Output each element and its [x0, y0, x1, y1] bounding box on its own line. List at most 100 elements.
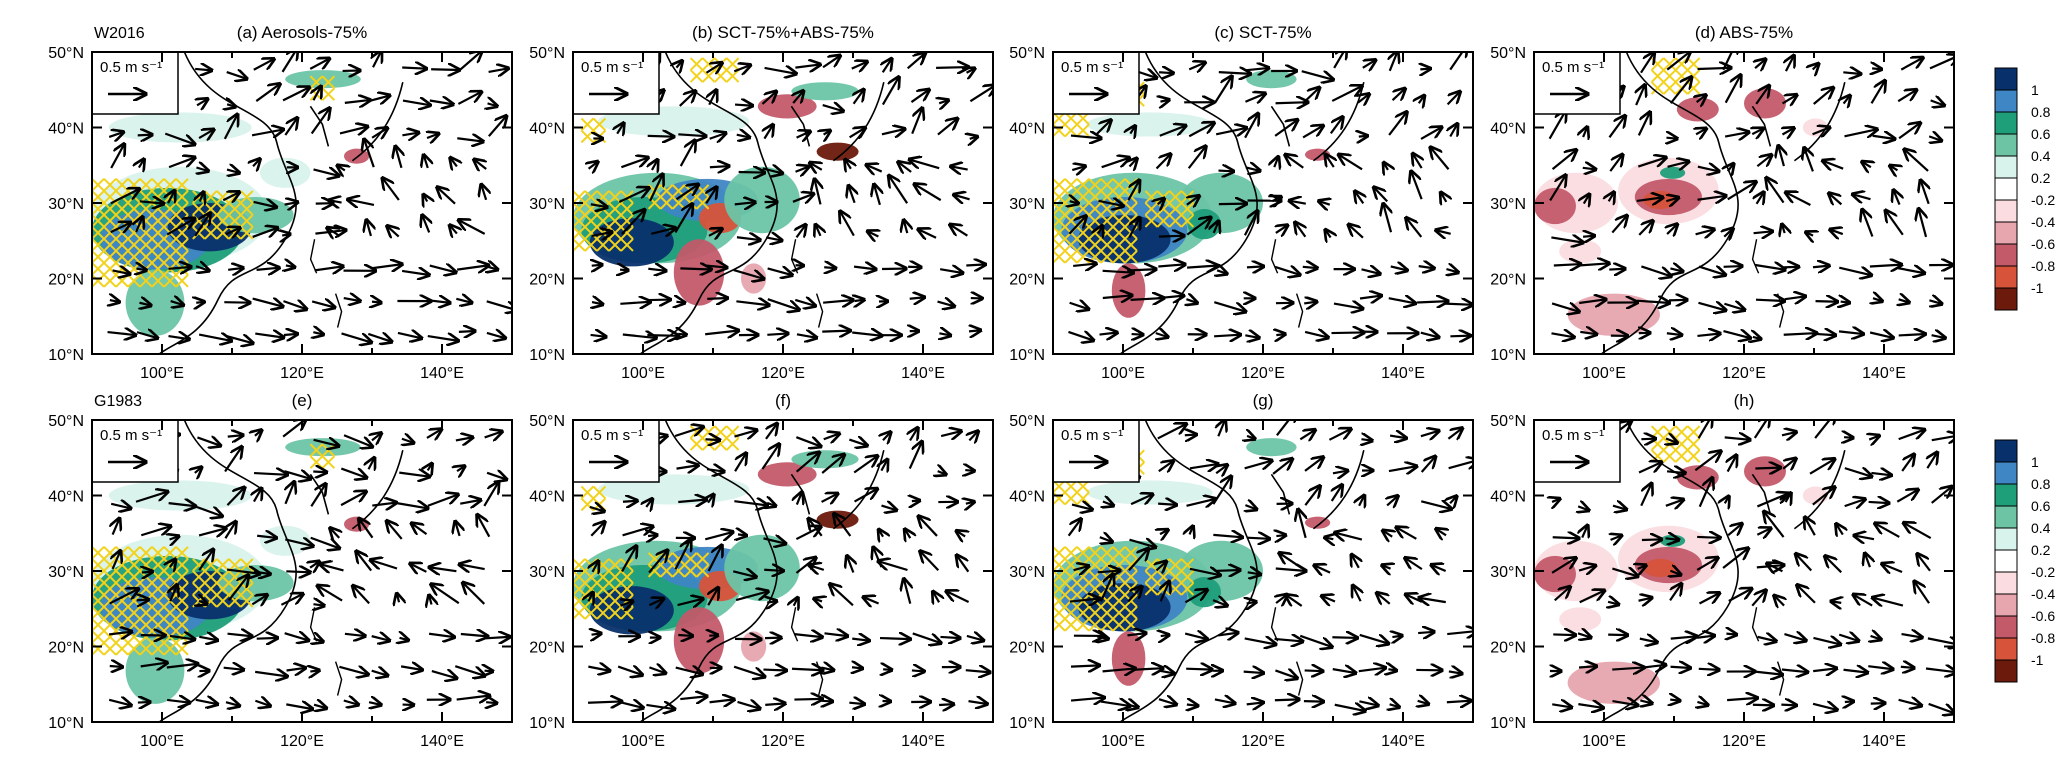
significance-hatch [175, 178, 189, 192]
wind-vector [1325, 230, 1330, 238]
significance-hatch [163, 202, 177, 216]
wind-vector [457, 92, 481, 105]
map-field [1534, 420, 1954, 722]
significance-hatch [309, 443, 324, 457]
wind-vector [286, 704, 312, 709]
wind-vector [1843, 72, 1861, 74]
significance-hatch [103, 226, 117, 240]
wind-vector [109, 666, 123, 667]
significance-hatch [240, 202, 254, 216]
contour-blob [1660, 166, 1686, 179]
significance-hatch [725, 57, 740, 71]
wind-vector [622, 526, 654, 537]
wind-vector [1782, 128, 1794, 135]
wind-vector [486, 473, 507, 480]
wind-vector [310, 536, 340, 549]
y-tick-label-hidden: 20°N [1490, 272, 1526, 289]
wind-vector [1668, 300, 1687, 301]
significance-hatch [1053, 226, 1066, 240]
wind-vector [1382, 565, 1391, 569]
wind-vector [822, 105, 844, 111]
wind-vector [1276, 225, 1288, 233]
significance-hatch [608, 594, 622, 608]
wind-vector [372, 433, 382, 440]
wind-vector [1862, 209, 1874, 237]
wind-vector [1830, 229, 1844, 234]
wind-vector [591, 232, 612, 236]
wind-vector [676, 302, 685, 303]
wind-vector [830, 584, 854, 607]
wind-vector [1304, 486, 1320, 506]
wind-vector [734, 430, 758, 436]
significance-hatch [1112, 606, 1126, 620]
significance-hatch [103, 178, 117, 192]
colorbar-swatch [1994, 659, 2018, 683]
wind-vector [761, 444, 779, 470]
significance-hatch [584, 226, 598, 240]
wind-vector [734, 453, 746, 472]
wind-vector [709, 635, 718, 636]
wind-vector [169, 636, 195, 640]
significance-hatch [1100, 178, 1114, 192]
colorbar-swatch [1994, 199, 2018, 223]
wind-vector [1187, 705, 1198, 706]
significance-hatch [1053, 570, 1066, 584]
wind-vector [1289, 201, 1307, 204]
significance-hatch [695, 564, 710, 578]
wind-vector [224, 447, 242, 473]
wind-vector [905, 529, 911, 538]
significance-hatch [1076, 582, 1090, 596]
wind-vector [309, 58, 329, 68]
significance-hatch [139, 630, 153, 644]
x-tick-label: 120°E [1722, 733, 1766, 750]
wind-vector [1187, 146, 1206, 169]
wind-vector [110, 189, 140, 205]
wind-vector [648, 535, 657, 536]
wind-vector [764, 570, 783, 571]
wind-vector [1809, 459, 1835, 475]
wind-vector [1334, 705, 1366, 711]
wind-vector [166, 218, 195, 236]
wind-vector [738, 534, 747, 535]
wind-vector [1358, 668, 1386, 671]
map-panel: (h) 0.5 m s⁻¹ 100°E 120°E 140°E 50°N 40°N 30°N 2… [1490, 391, 1955, 750]
wind-vector [195, 69, 212, 70]
wind-vector [1697, 636, 1715, 638]
wind-vector [589, 161, 598, 168]
significance-hatch [92, 642, 105, 656]
wind-vector [1301, 87, 1320, 105]
wind-vector [1666, 471, 1685, 473]
significance-hatch [1124, 546, 1138, 560]
significance-hatch [1112, 226, 1126, 240]
significance-hatch [608, 570, 622, 584]
wind-vector [1838, 635, 1859, 641]
wind-vector [195, 467, 202, 473]
wind-vector [969, 431, 978, 440]
significance-hatch [620, 582, 634, 596]
wind-vector [1931, 435, 1954, 440]
contour-blob [285, 70, 361, 89]
wind-vector [822, 701, 833, 702]
wind-vector [367, 334, 392, 342]
colorbar-label: -0.6 [2031, 236, 2055, 252]
colorbar-swatch [1994, 593, 2018, 617]
wind-vector [649, 667, 665, 673]
significance-hatch [1076, 606, 1090, 620]
wind-vector [732, 571, 756, 577]
significance-hatch [1662, 449, 1677, 463]
reference-label: 0.5 m s⁻¹ [1061, 427, 1123, 444]
wind-vector [1725, 496, 1729, 503]
wind-vector [170, 584, 177, 602]
wind-vector [910, 89, 929, 103]
wind-vector [867, 231, 878, 236]
wind-vector [1666, 198, 1678, 202]
reference-vector: 0.5 m s⁻¹ [572, 419, 660, 483]
wind-vector [1299, 634, 1332, 647]
panel-title: (g) [1253, 391, 1274, 410]
significance-hatch [1674, 449, 1689, 463]
wind-vector [1299, 430, 1315, 440]
wind-vector [1781, 705, 1796, 706]
wind-vector [593, 561, 599, 572]
wind-vector [198, 129, 214, 138]
wind-vector [108, 700, 131, 706]
